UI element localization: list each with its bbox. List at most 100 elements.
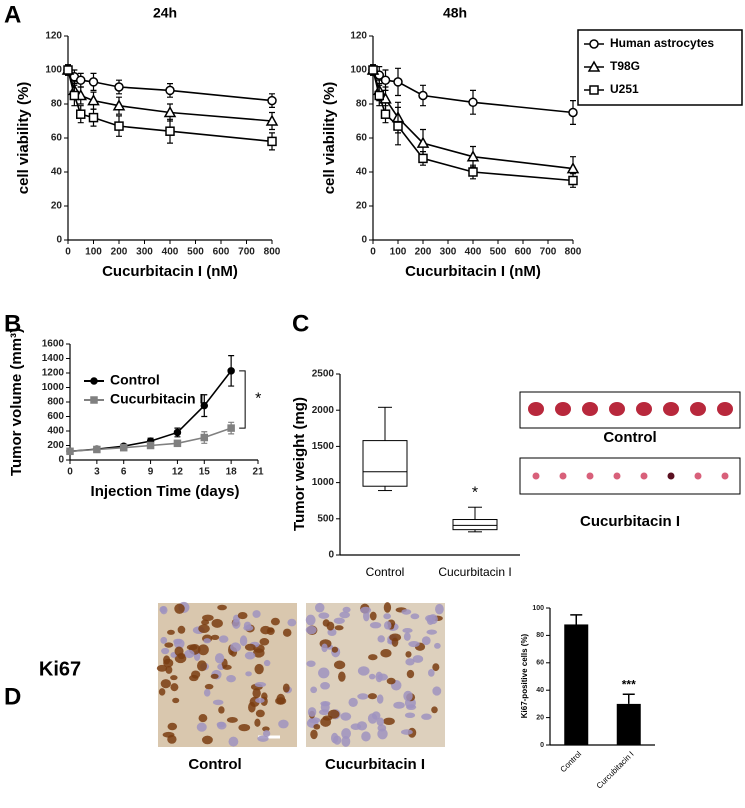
marker [589,85,599,95]
x-tick-label: 400 [162,247,179,258]
nucleus [327,628,337,637]
nucleus [263,659,271,667]
bar [564,624,589,745]
micrograph-label: Control [188,756,241,773]
nucleus [405,651,412,658]
nucleus [252,610,261,618]
marker [374,90,384,101]
nucleus [318,667,330,679]
nucleus [377,728,388,740]
y-tick-label: 500 [317,513,334,524]
nucleus [369,611,377,621]
nucleus [400,729,413,735]
marker [380,109,391,119]
marker [76,109,86,119]
marker [173,439,182,448]
nucleus [230,642,241,652]
nucleus [252,688,261,699]
marker [587,60,601,72]
nucleus [278,719,289,729]
panel-label: A [4,1,21,28]
y-tick-label: 100 [532,605,544,612]
nucleus [361,731,371,742]
marker [114,121,124,131]
y-tick-label: 60 [51,133,63,144]
panel-label: C [292,310,309,337]
x-tick-label: 200 [111,247,128,258]
y-tick-label: 1000 [312,477,335,488]
tumor [555,402,571,416]
y-tick-label: 400 [47,426,64,437]
y-axis-label: Ki67-positive cells (%) [520,633,529,718]
nucleus [307,707,317,717]
y-tick-label: 600 [47,411,64,422]
micrograph-label: Cucurbitacin I [325,756,425,773]
marker [393,77,403,87]
nucleus [222,664,232,670]
nucleus [402,627,413,634]
nucleus [391,637,399,647]
nucleus [245,671,252,677]
row-label: Ki67 [39,658,81,680]
nucleus [201,619,210,626]
marker [66,447,74,456]
nucleus [197,644,209,656]
tumor [582,402,598,416]
nucleus [376,717,385,727]
nucleus [405,658,415,666]
x-tick-label: 15 [199,467,211,478]
box [362,440,408,487]
marker [568,175,578,186]
x-tick-label: 400 [465,247,482,258]
y-tick-label: 20 [51,201,63,212]
y-tick-label: 200 [47,440,64,451]
y-tick-label: 80 [51,99,63,110]
nucleus [254,663,264,675]
y-tick-label: 80 [536,632,544,639]
photo-label: Cucurbitacin I [580,513,680,530]
marker [146,441,155,450]
nucleus [218,706,225,714]
x-tick-label: 700 [238,247,255,258]
x-tick-label: 100 [85,247,102,258]
nucleus [160,636,168,644]
marker [165,85,175,96]
tumor [636,402,652,416]
marker [568,107,578,118]
y-tick-label: 40 [51,167,63,178]
x-tick-label: Control [366,565,405,579]
tumor [667,472,675,480]
nucleus [432,686,442,696]
nucleus [212,699,224,706]
tumor [586,472,594,480]
nucleus [238,723,251,732]
nucleus [198,624,210,634]
nucleus [287,618,297,627]
marker [200,433,209,442]
chart-title: 24h [153,5,177,21]
nucleus [404,712,416,719]
nucleus [177,625,186,634]
nucleus [184,649,195,659]
nucleus [357,666,370,676]
nucleus [203,638,211,644]
nucleus [367,693,377,700]
marker [393,121,403,131]
nucleus [426,629,438,635]
nucleus [421,713,432,720]
legend-label: Control [110,372,160,388]
tumor [532,472,540,480]
marker [416,136,430,148]
nucleus [259,637,270,646]
nucleus [421,636,431,646]
marker [267,136,277,147]
nucleus [408,640,420,648]
marker [112,99,126,111]
y-tick-label: 0 [56,235,62,246]
nucleus [435,603,444,615]
nucleus [432,663,440,672]
nucleus [380,649,392,658]
x-tick-label: 800 [264,247,281,258]
nucleus [412,655,424,663]
y-tick-label: 0 [58,455,64,466]
